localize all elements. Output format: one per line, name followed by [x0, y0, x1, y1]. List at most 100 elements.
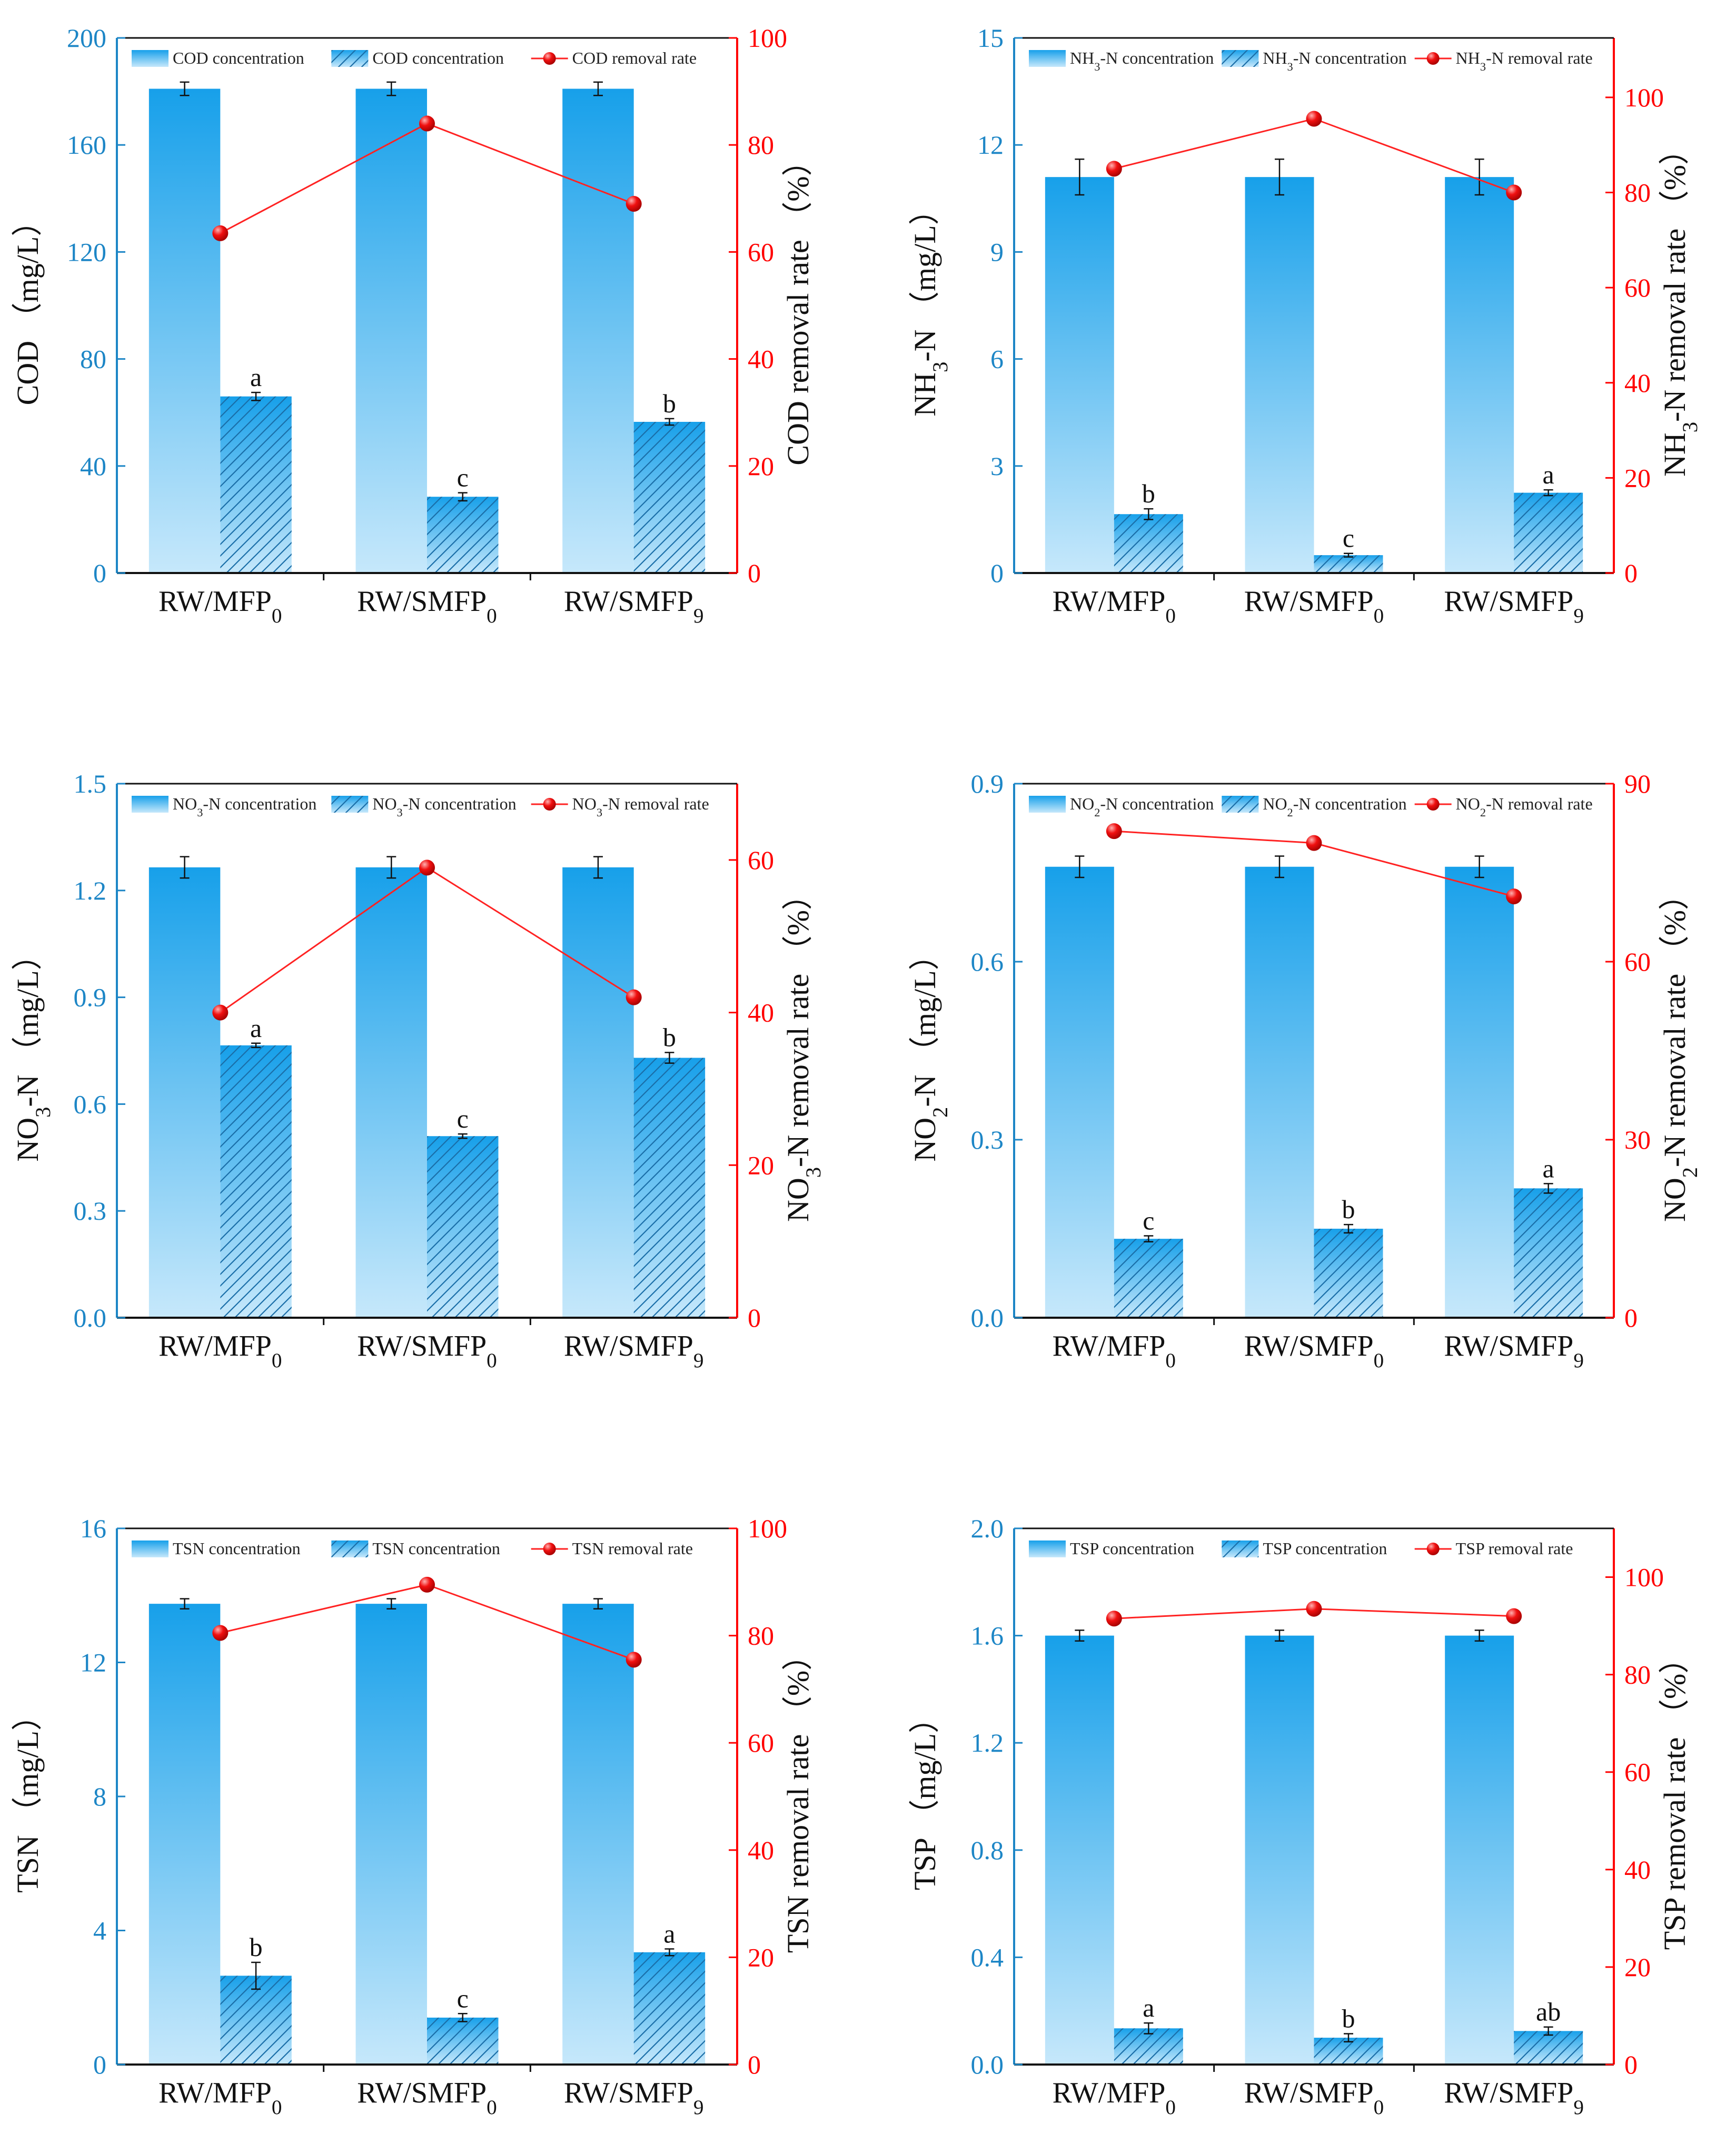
y-tick-label-left: 3: [990, 451, 1004, 481]
legend-swatch-removal-marker: [1426, 1543, 1440, 1555]
y-tick-label-right: 80: [1624, 178, 1651, 208]
removal-rate-point-cod-2: [626, 195, 642, 212]
category-label: RW/MFP0: [158, 1330, 282, 1372]
significance-letter: a: [250, 362, 262, 392]
category-label: RW/MFP0: [1053, 585, 1176, 627]
y-axis-title-right: TSN removal rate （%）: [781, 1640, 815, 1953]
bar-effluent-hatch-no2-0: [1114, 1239, 1183, 1318]
bar-effluent-hatch-no3-1: [427, 1136, 499, 1318]
significance-letter: b: [1342, 1194, 1355, 1224]
y-tick-label-left: 1.6: [971, 1621, 1004, 1651]
y-tick-label-left: 12: [80, 1648, 106, 1677]
y-tick-label-right: 40: [1624, 368, 1651, 398]
significance-letter: c: [457, 463, 469, 492]
errorbar-effluent-no3-1: [458, 1133, 468, 1139]
removal-rate-point-no2-0: [1106, 823, 1122, 840]
bar-influent-nh3-2: [1445, 177, 1514, 573]
removal-rate-point-no3-2: [626, 989, 642, 1005]
errorbar-influent-tsn-1: [386, 1598, 396, 1609]
significance-letter: b: [663, 389, 676, 418]
y-tick-label-right: 20: [748, 1150, 774, 1180]
removal-rate-point-nh3-2: [1506, 184, 1522, 201]
category-label: RW/SMFP9: [1444, 2077, 1584, 2119]
removal-rate-point-no3-0: [212, 1004, 229, 1021]
removal-rate-point-tsp-2: [1506, 1608, 1522, 1624]
y-axis-title-right: NH3-N removal rate （%）: [1658, 134, 1702, 477]
removal-rate-point-tsn-1: [419, 1576, 435, 1593]
legend-swatch-effluent-hatch: [331, 1540, 369, 1557]
chart-panel-nh3: b RW/MFP0 c RW/SMFP0 a RW/SMFP9 0 3 6 9 12 15 0 20 40 6…: [908, 23, 1702, 627]
removal-rate-point-tsp-0: [1106, 1611, 1122, 1627]
errorbar-effluent-tsn-1: [458, 2013, 468, 2022]
y-axis-title-left: TSP （mg/L）: [908, 1703, 942, 1890]
errorbar-influent-tsp-0: [1075, 1630, 1085, 1642]
bar-influent-no3-2: [562, 867, 634, 1318]
y-tick-label-right: 90: [1624, 769, 1651, 798]
bar-influent-no2-2: [1445, 866, 1514, 1318]
errorbar-effluent-no2-2: [1543, 1183, 1553, 1194]
removal-rate-point-tsn-2: [626, 1652, 642, 1668]
bar-effluent-hatch-no2-2: [1514, 1188, 1583, 1318]
errorbar-effluent-cod-2: [664, 418, 674, 426]
legend-label-influent: TSN concentration: [173, 1539, 301, 1558]
y-tick-label-right: 0: [1624, 558, 1638, 588]
y-tick-label-right: 0: [1624, 2050, 1638, 2079]
bar-influent-tsn-1: [355, 1604, 427, 2065]
y-tick-label-left: 1.5: [74, 769, 107, 798]
y-tick-label-right: 60: [1624, 947, 1651, 976]
legend-swatch-influent: [1029, 50, 1066, 67]
removal-rate-point-no2-1: [1306, 835, 1322, 851]
category-label: RW/SMFP0: [1244, 1330, 1384, 1372]
y-tick-label-left: 6: [990, 344, 1004, 374]
y-tick-label-left: 0.6: [971, 947, 1004, 976]
y-tick-label-right: 60: [748, 1728, 774, 1757]
y-axis-title-right: NO3-N removal rate （%）: [781, 880, 825, 1222]
removal-rate-point-no2-2: [1506, 888, 1522, 905]
y-tick-label-left: 0.9: [971, 769, 1004, 798]
removal-rate-point-no3-1: [419, 860, 435, 876]
legend-label-effluent: NO2-N concentration: [1263, 794, 1406, 819]
category-label: RW/SMFP0: [357, 2077, 497, 2119]
errorbar-influent-tsn-0: [180, 1598, 190, 1609]
category-label: RW/SMFP9: [564, 585, 704, 627]
legend-label-effluent: NO3-N concentration: [372, 794, 516, 819]
y-tick-label-left: 120: [67, 237, 106, 266]
y-tick-label-right: 100: [1624, 1563, 1664, 1592]
category-label: RW/SMFP9: [1444, 585, 1584, 627]
y-tick-label-left: 1.2: [971, 1728, 1004, 1757]
legend: COD concentration COD concentration COD re…: [132, 48, 697, 67]
bar-influent-cod-2: [562, 88, 634, 573]
errorbar-influent-nh3-1: [1275, 159, 1285, 196]
removal-rate-point-tsp-1: [1306, 1601, 1322, 1617]
errorbar-influent-no2-2: [1474, 855, 1484, 878]
legend-label-influent: NH3-N concentration: [1070, 48, 1214, 73]
y-tick-label-right: 40: [748, 344, 774, 374]
bar-effluent-hatch-tsn-0: [220, 1976, 292, 2065]
legend: NH3-N concentration NH3-N concentration NH…: [1029, 48, 1593, 73]
y-tick-label-right: 60: [748, 845, 774, 875]
removal-rate-point-tsn-0: [212, 1625, 229, 1641]
bar-effluent-hatch-cod-2: [633, 421, 706, 573]
chart-panel-no2: c RW/MFP0 b RW/SMFP0 a RW/SMFP9 0.0 0.3 0.6 0.9 0 3…: [908, 769, 1702, 1372]
errorbar-influent-tsp-1: [1275, 1630, 1285, 1642]
y-tick-label-right: 100: [748, 23, 787, 53]
bar-influent-tsn-2: [562, 1604, 634, 2065]
errorbar-influent-no3-1: [386, 856, 396, 879]
legend-label-effluent: TSN concentration: [372, 1539, 500, 1558]
chart-panel-cod: aRW/MFP0cRW/SMFP0bRW/SMFP904080120160200…: [11, 23, 815, 627]
legend-swatch-influent: [1029, 1540, 1066, 1557]
errorbar-effluent-no3-0: [251, 1042, 261, 1049]
y-tick-label-left: 8: [93, 1782, 106, 1811]
significance-letter: c: [457, 1983, 469, 2013]
errorbar-influent-no2-0: [1075, 855, 1085, 878]
y-tick-label-right: 0: [748, 2050, 761, 2079]
legend-swatch-effluent-hatch: [1222, 796, 1259, 813]
errorbar-influent-tsn-2: [593, 1598, 603, 1609]
category-label: RW/MFP0: [158, 585, 282, 627]
removal-rate-point-cod-1: [419, 115, 435, 132]
y-axis-title-left: TSN （mg/L）: [11, 1700, 45, 1893]
y-tick-label-left: 0.6: [74, 1089, 107, 1119]
errorbar-effluent-tsp-2: [1543, 2026, 1553, 2036]
chart-panel-tsp: a RW/MFP0 b RW/SMFP0 ab RW/SMFP9 0.0 0.4 0.8 1.2 1…: [908, 1514, 1692, 2119]
